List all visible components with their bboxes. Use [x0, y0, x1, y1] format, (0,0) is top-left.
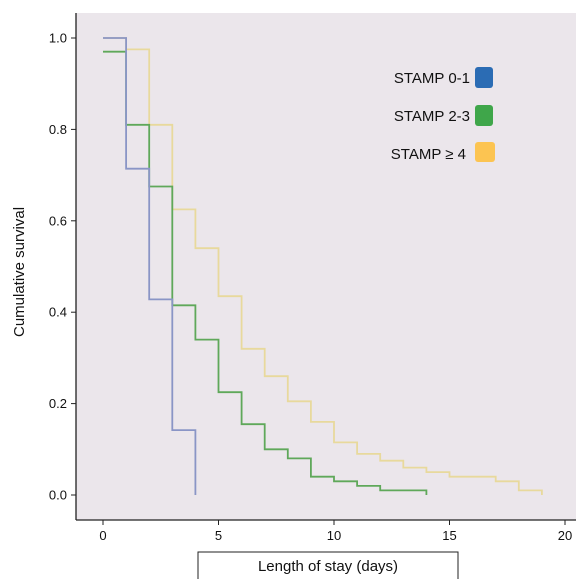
- legend-label-2: STAMP ≥ 4: [391, 146, 466, 163]
- x-ticks: 0 5 10 15 20: [99, 520, 572, 543]
- y-tick-label: 0.6: [49, 213, 67, 228]
- x-tick-label: 15: [442, 528, 456, 543]
- x-tick-label: 5: [215, 528, 222, 543]
- x-axis-title-box: [197, 551, 459, 579]
- y-tick-label: 0.0: [49, 488, 67, 503]
- x-axis-title: Length of stay (days): [258, 558, 398, 575]
- plot-background: [76, 13, 576, 520]
- x-tick-label: 0: [99, 528, 106, 543]
- series-line-0: [103, 37, 197, 495]
- legend: STAMP 0-1 STAMP 2-3 STAMP ≥ 4: [391, 67, 495, 163]
- y-tick-label: 0.8: [49, 122, 67, 137]
- y-tick-label: 1.0: [49, 31, 67, 46]
- legend-label-1: STAMP 2-3: [394, 108, 470, 125]
- legend-swatch-1: [475, 105, 493, 126]
- series-layer: [103, 37, 543, 495]
- x-tick-label: 20: [558, 528, 572, 543]
- y-tick-label: 0.4: [49, 305, 67, 320]
- axes-layer: [75, 13, 576, 521]
- legend-label-0: STAMP 0-1: [394, 70, 470, 87]
- y-tick-label: 0.2: [49, 396, 67, 411]
- y-axis-title: Cumulative survival: [11, 207, 28, 337]
- legend-swatch-2: [475, 142, 495, 162]
- series-line-1: [103, 50, 428, 495]
- x-tick-label: 10: [327, 528, 341, 543]
- y-ticks: 0.0 0.2 0.4 0.6 0.8 1.0: [49, 31, 76, 503]
- legend-swatch-0: [475, 67, 493, 88]
